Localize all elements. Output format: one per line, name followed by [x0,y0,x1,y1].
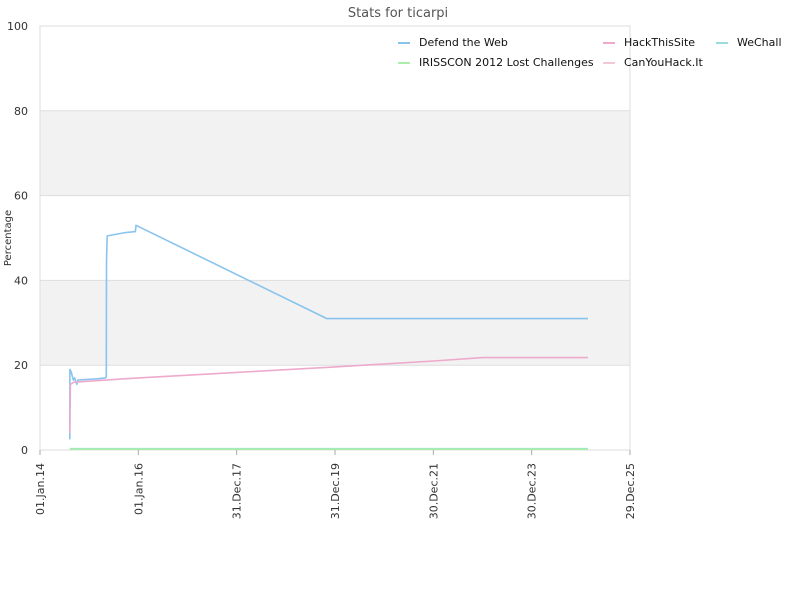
legend-label: IRISSCON 2012 Lost Challenges [419,56,594,69]
gridlines [39,25,631,451]
y-tick-label: 100 [7,20,28,33]
legend: Defend the Web HackThisSite WeChall IRISSCO… [398,36,782,69]
y-axis-label: Percentage [3,210,14,266]
legend-label: WeChall [737,36,782,49]
x-tick-label: 01.Jan.14 [34,463,47,515]
x-tick-label: 29.Dec.25 [624,463,637,519]
y-tick-label: 40 [14,274,28,287]
plot-bands [40,110,630,366]
plot-border [39,25,631,451]
legend-label: CanYouHack.It [624,56,704,69]
series-line [69,224,588,440]
x-tick-label: 01.Jan.16 [132,463,145,515]
y-tick-label: 20 [14,359,28,372]
x-tick-label: 31.Dec.19 [329,463,342,519]
legend-label: HackThisSite [624,36,695,49]
legend-label: Defend the Web [419,36,508,49]
x-tick-label: 31.Dec.17 [231,463,244,519]
x-axis-ticks: 01.Jan.14 01.Jan.16 31.Dec.17 31.Dec.19 30.D… [34,450,637,519]
y-axis-ticks: 0 20 40 60 80 100 [7,20,28,457]
y-tick-label: 80 [14,105,28,118]
x-tick-label: 30.Dec.23 [526,463,539,519]
series-line [69,356,588,434]
y-tick-label: 60 [14,190,28,203]
y-tick-label: 0 [21,444,28,457]
series-lines [69,224,588,451]
plot-band [40,280,630,366]
plot-band [40,110,630,196]
chart-title: Stats for ticarpi [348,6,448,21]
x-tick-label: 30.Dec.21 [427,463,440,519]
